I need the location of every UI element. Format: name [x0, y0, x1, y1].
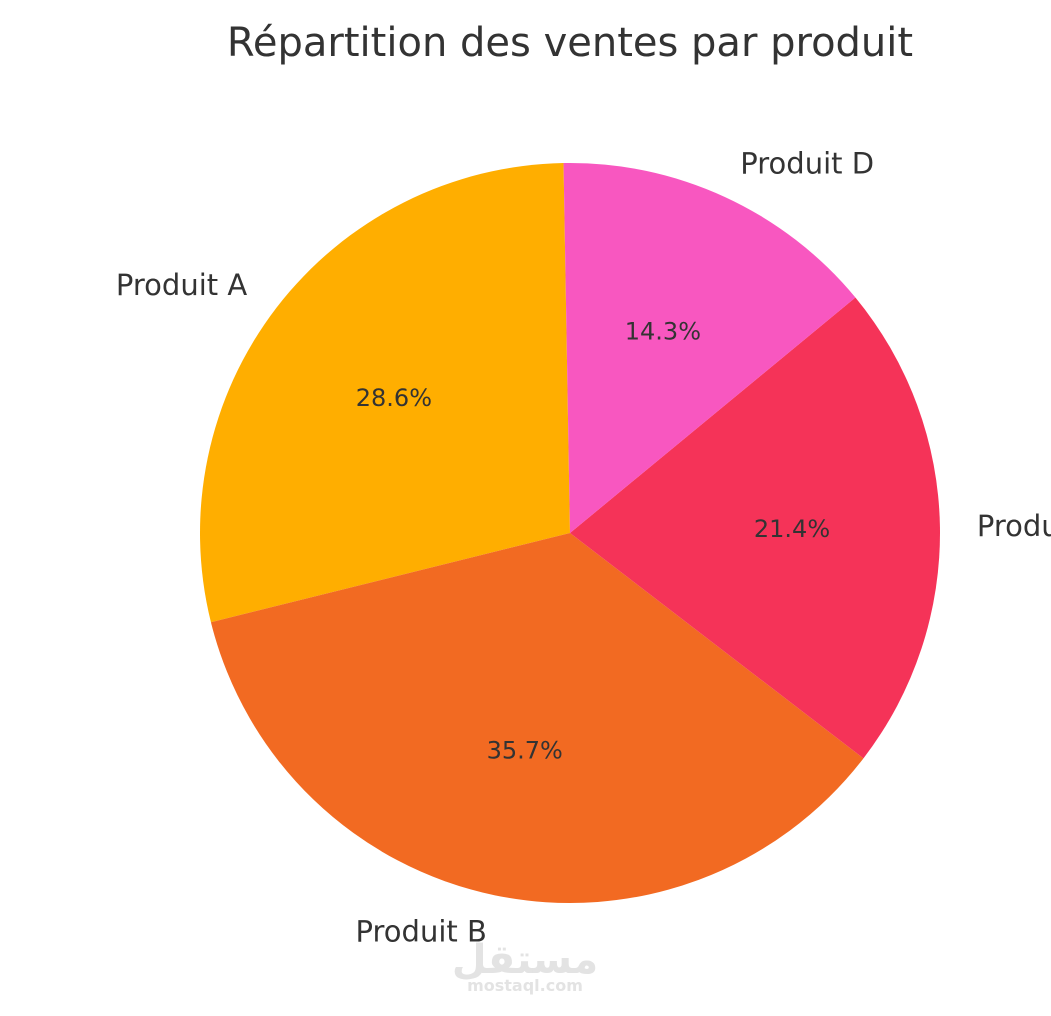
- pct-label-produit-d: 14.3%: [625, 317, 701, 345]
- slice-label-produit-a: Produit A: [116, 268, 247, 302]
- pct-label-produit-a: 28.6%: [356, 384, 432, 412]
- pie-slice-produit-b: [210, 533, 864, 903]
- slice-label-produit-c: Produit C: [977, 509, 1051, 543]
- pct-label-produit-c: 21.4%: [754, 515, 830, 543]
- watermark-latin: mostaql.com: [467, 976, 583, 995]
- pie-slice-produit-a: [200, 163, 570, 623]
- watermark: مستقل mostaql.com: [452, 937, 598, 995]
- pct-label-produit-b: 35.7%: [487, 736, 563, 764]
- pie-slice-produit-d: [563, 163, 856, 533]
- pie-slice-produit-c: [570, 297, 940, 759]
- watermark-arabic: مستقل: [452, 937, 598, 983]
- pie-slices: [200, 163, 940, 903]
- pie-labels: Produit A 28.6% Produit B 35.7% Produit C 21.…: [116, 146, 1051, 948]
- chart-title: Répartition des ventes par produit: [227, 20, 913, 66]
- slice-label-produit-d: Produit D: [740, 146, 874, 180]
- slice-label-produit-b: Produit B: [356, 914, 487, 948]
